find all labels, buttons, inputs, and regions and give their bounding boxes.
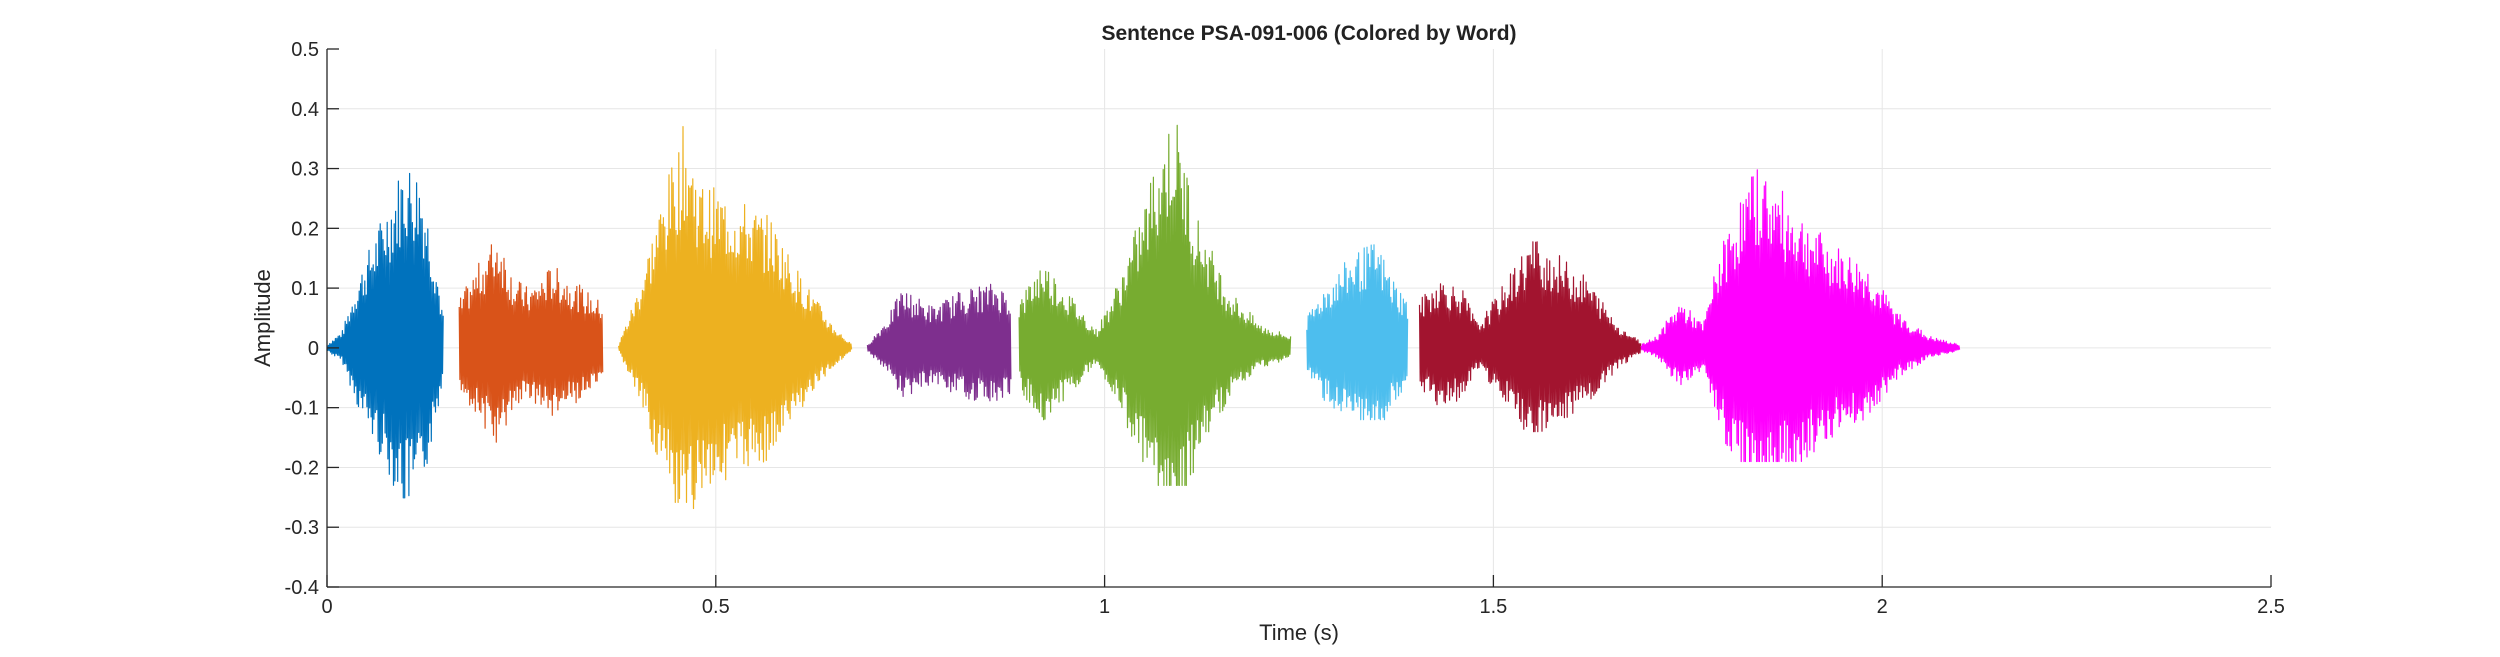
word-segment-7: [1418, 241, 1642, 433]
y-tick-label: 0.1: [291, 278, 319, 300]
y-tick-label: -0.3: [285, 517, 319, 539]
word-segment-1: [326, 172, 444, 499]
chart-title: Sentence PSA-091-006 (Colored by Word): [1101, 22, 1516, 45]
word-segment-5: [1018, 124, 1292, 486]
x-axis-ticks: 0 0.5 1 1.5 2 2.5: [321, 575, 2285, 618]
y-tick-label: 0.5: [291, 39, 319, 61]
x-tick-label: 0.5: [702, 596, 730, 618]
x-tick-label: 2: [1877, 596, 1888, 618]
y-tick-label: 0.4: [291, 99, 319, 121]
x-tick-label: 1.5: [1479, 596, 1507, 618]
x-axis-label: Time (s): [1259, 620, 1339, 645]
waveform-segments: [326, 124, 1961, 510]
axes: [326, 49, 2271, 588]
y-tick-label: 0: [308, 338, 319, 360]
x-tick-label: 1: [1099, 596, 1110, 618]
y-axis-ticks: -0.4 -0.3 -0.2 -0.1 0 0.1 0.2 0.3 0.4 0.5: [285, 39, 339, 599]
y-tick-label: -0.2: [285, 457, 319, 479]
y-axis-label: Amplitude: [250, 269, 275, 367]
y-tick-label: 0.2: [291, 218, 319, 240]
word-segment-6: [1306, 244, 1409, 421]
x-tick-label: 2.5: [2257, 596, 2285, 618]
word-segment-3: [618, 126, 853, 510]
plot-area: [327, 49, 2271, 587]
word-segment-2: [458, 244, 604, 443]
x-tick-label: 0: [321, 596, 332, 618]
word-segment-4: [866, 283, 1012, 402]
word-segment-8: [1640, 169, 1961, 463]
y-tick-label: -0.4: [285, 577, 319, 599]
y-tick-label: 0.3: [291, 159, 319, 181]
y-tick-label: -0.1: [285, 398, 319, 420]
